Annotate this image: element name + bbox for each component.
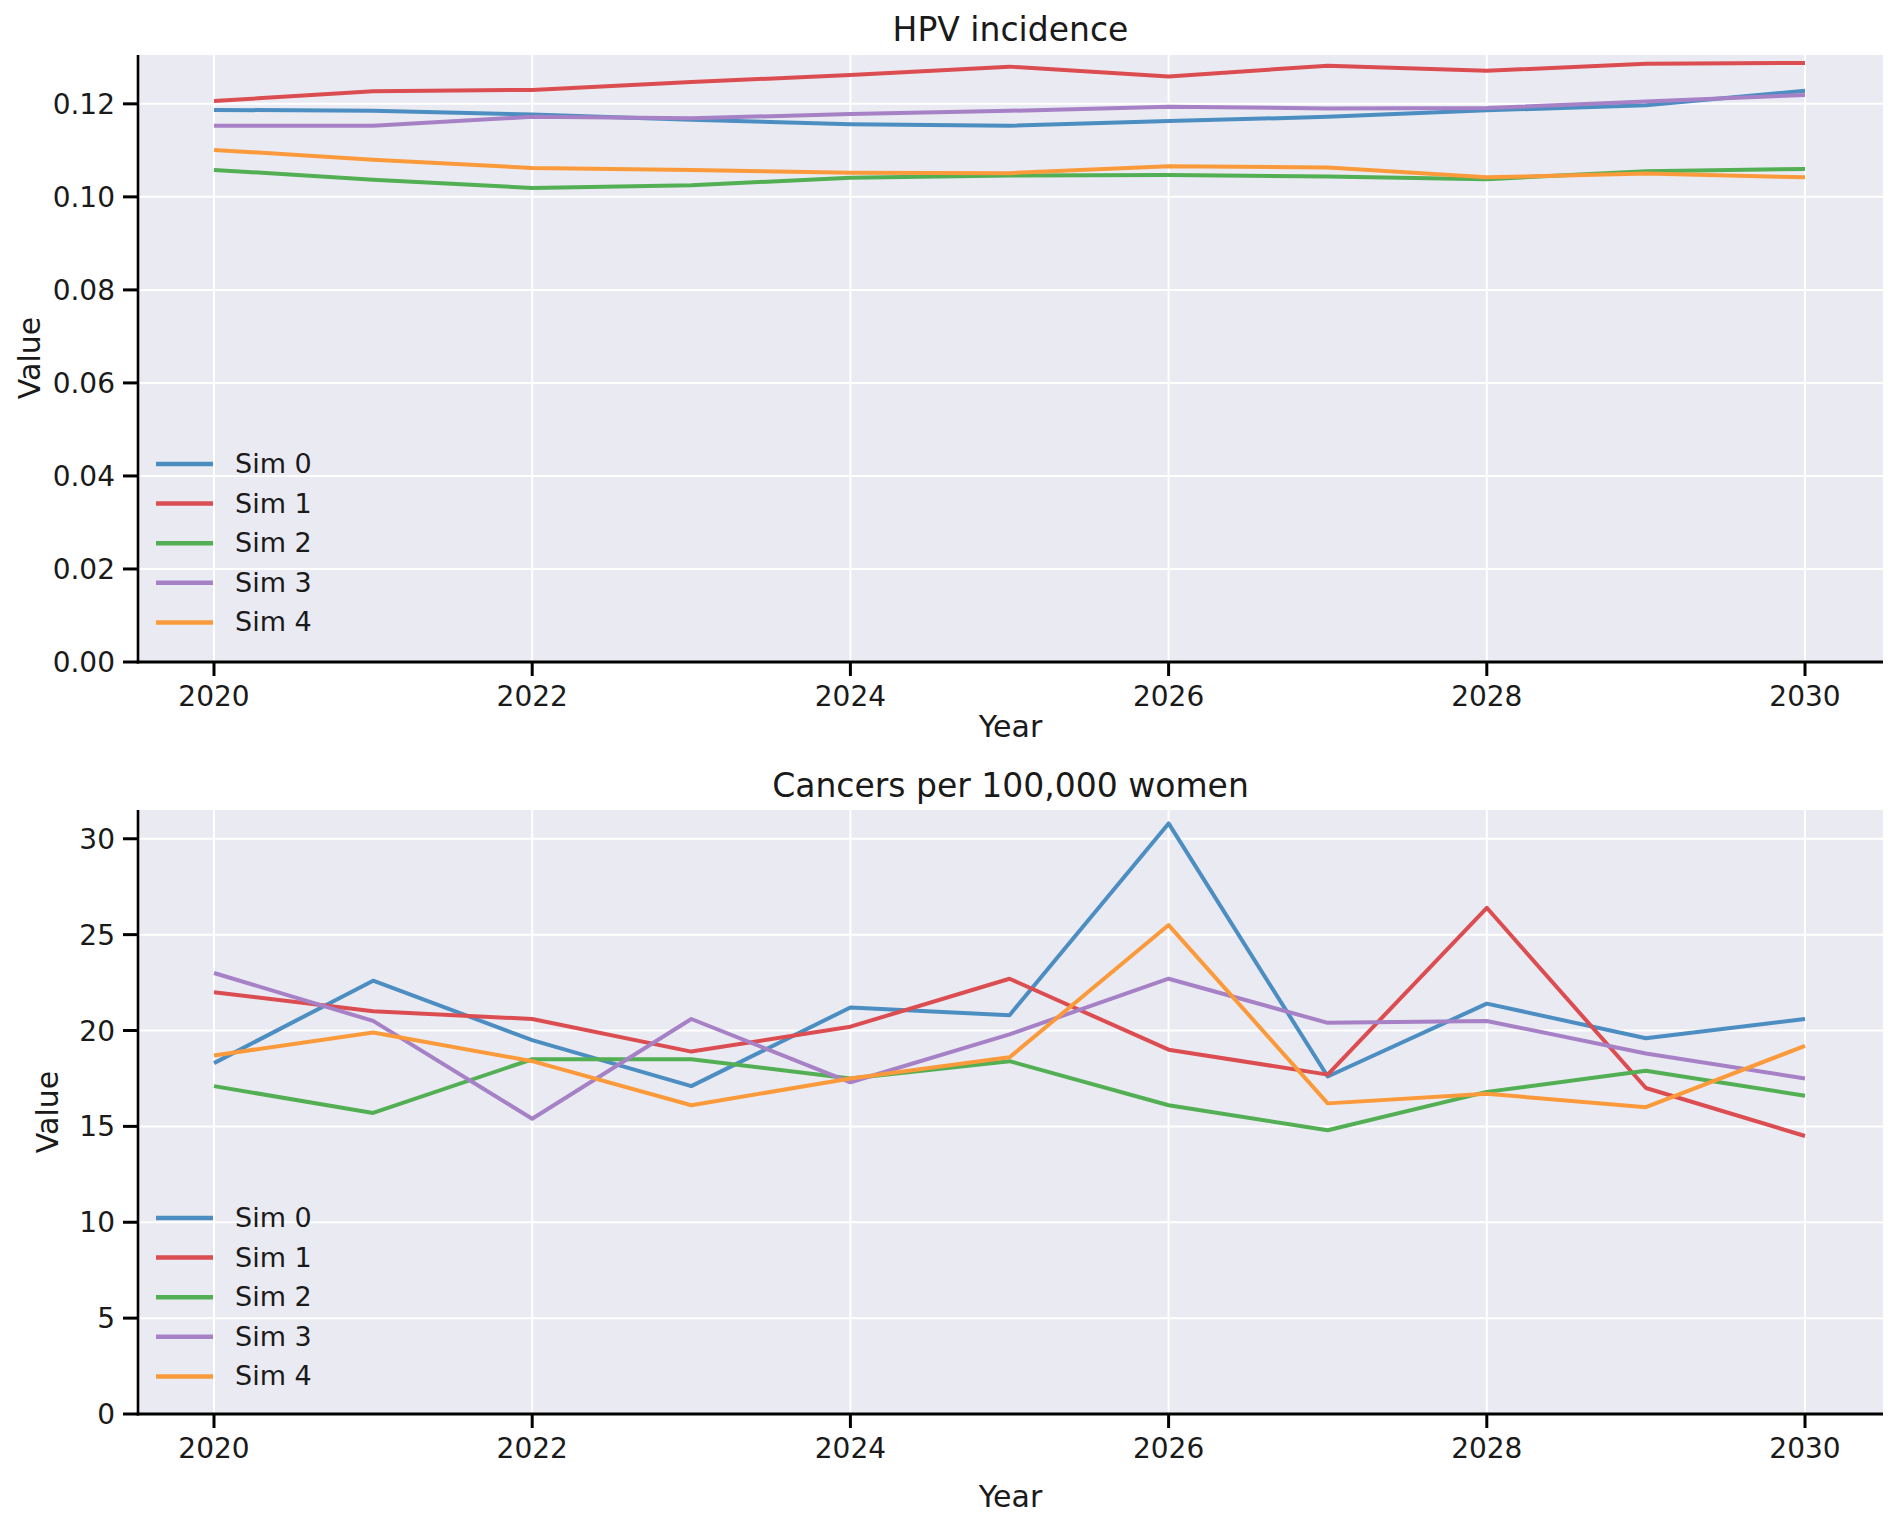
x-axis-label-top: Year	[138, 708, 1883, 746]
x-tick-label: 2026	[1133, 1432, 1204, 1465]
chart-title-hpv-incidence: HPV incidence	[138, 10, 1883, 50]
x-tick-label: 2028	[1451, 1432, 1522, 1465]
y-tick-label: 20	[79, 1015, 115, 1048]
y-tick-label: 30	[79, 823, 115, 856]
y-tick-label: 0.04	[53, 460, 115, 493]
y-tick-label: 5	[97, 1302, 115, 1335]
legend-label-sim-2: Sim 2	[235, 1281, 312, 1312]
plot-area-0	[138, 55, 1883, 662]
y-axis-label-top: Value	[15, 317, 45, 399]
legend-label-sim-3: Sim 3	[235, 567, 312, 598]
plot-area-1	[138, 810, 1883, 1414]
chart-title-cancers: Cancers per 100,000 women	[138, 766, 1883, 806]
legend-label-sim-1: Sim 1	[235, 488, 312, 519]
y-tick-label: 0.08	[53, 274, 115, 307]
x-tick-label: 2022	[497, 1432, 568, 1465]
y-axis-label-bottom: Value	[33, 1071, 63, 1153]
legend-label-sim-0: Sim 0	[235, 448, 312, 479]
y-tick-label: 0.10	[53, 181, 115, 214]
y-tick-label: 25	[79, 919, 115, 952]
x-tick-label: 2030	[1769, 1432, 1840, 1465]
legend-label-sim-0: Sim 0	[235, 1202, 312, 1233]
legend-label-sim-4: Sim 4	[235, 606, 312, 637]
y-tick-label: 0.02	[53, 553, 115, 586]
x-tick-label: 2020	[178, 1432, 249, 1465]
line-charts-svg: 2020202220242026202820300.000.020.040.06…	[0, 0, 1900, 1516]
figure-canvas: 2020202220242026202820300.000.020.040.06…	[0, 0, 1900, 1516]
y-tick-label: 0.06	[53, 367, 115, 400]
legend-label-sim-2: Sim 2	[235, 527, 312, 558]
legend-label-sim-1: Sim 1	[235, 1242, 312, 1273]
legend-label-sim-4: Sim 4	[235, 1360, 312, 1391]
y-tick-label: 0.12	[53, 88, 115, 121]
y-tick-label: 0.00	[53, 646, 115, 679]
legend-label-sim-3: Sim 3	[235, 1321, 312, 1352]
x-tick-label: 2024	[815, 1432, 886, 1465]
y-tick-label: 0	[97, 1398, 115, 1431]
y-tick-label: 10	[79, 1206, 115, 1239]
x-axis-label-bottom: Year	[138, 1478, 1883, 1516]
y-tick-label: 15	[79, 1110, 115, 1143]
